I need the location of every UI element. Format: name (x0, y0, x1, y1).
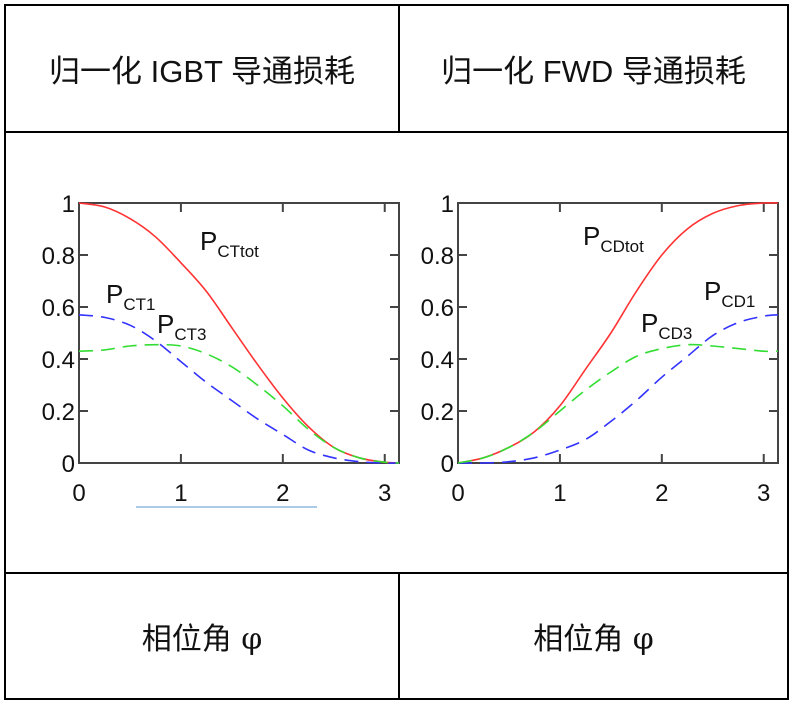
x-tick-label: 3 (378, 480, 391, 507)
x-tick-label: 3 (757, 480, 770, 507)
y-tick-label: 0.8 (42, 243, 75, 270)
plot-frame (457, 202, 779, 464)
x-tick-label: 2 (276, 480, 289, 507)
y-tick-label: 0.8 (421, 243, 454, 270)
x-tick-label: 1 (174, 480, 187, 507)
y-tick-label: 1 (62, 191, 75, 218)
series-annotation: PCT1 (106, 279, 155, 314)
igbt-x-axis-label: 相位角 φ (141, 622, 263, 657)
series-annotation: PCDtot (583, 221, 644, 256)
series-pct1 (78, 314, 400, 464)
header-column-divider (398, 6, 400, 133)
series-annotation: PCD1 (704, 276, 755, 311)
series-pcd3 (457, 343, 779, 464)
series-annotation: PCT3 (157, 309, 206, 344)
igbt-header-title: 归一化 IGBT 导通损耗 (48, 54, 355, 89)
series-annotation: PCTtot (200, 226, 259, 261)
y-tick-label: 0.6 (421, 295, 454, 322)
x-tick-label: 1 (553, 480, 566, 507)
y-tick-label: 0.6 (42, 295, 75, 322)
x-tick-label: 0 (451, 480, 464, 507)
y-tick-label: 0 (62, 451, 75, 478)
y-tick-label: 0 (441, 451, 454, 478)
fwd-x-axis-label: 相位角 φ (533, 622, 654, 657)
table: 归一化 IGBT 导通损耗 归一化 FWD 导通损耗 相位角 φ 相位角 φ (4, 4, 789, 700)
header-divider (6, 131, 787, 133)
fwd-header-title: 归一化 FWD 导通损耗 (441, 54, 746, 89)
x-tick-label: 2 (655, 480, 668, 507)
series-pct3 (78, 343, 400, 464)
footer-column-divider (398, 572, 400, 698)
y-tick-label: 0.2 (42, 399, 75, 426)
y-tick-label: 0.4 (421, 347, 454, 374)
plot-frame (78, 202, 400, 464)
y-tick-label: 1 (441, 191, 454, 218)
y-tick-label: 0.2 (421, 399, 454, 426)
series-annotation: PCD3 (641, 308, 692, 343)
y-tick-label: 0.4 (42, 347, 75, 374)
series-pcd1 (457, 314, 779, 464)
x-tick-label: 0 (72, 480, 85, 507)
fwd-conduction-loss-chart: 0 0.2 0.4 0.6 0.8 1 0 1 2 3 PCDtot PCD1 PCD3 (421, 191, 779, 507)
footer-divider (6, 572, 787, 574)
